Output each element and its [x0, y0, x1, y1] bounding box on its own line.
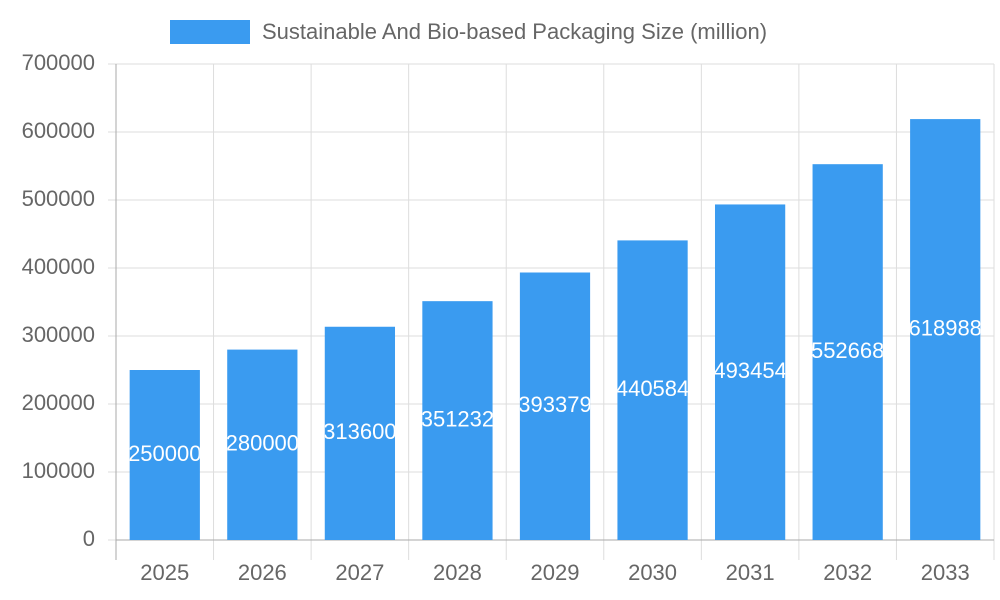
x-tick-label: 2032: [823, 560, 872, 585]
y-tick-label: 500000: [22, 186, 95, 211]
x-tick-label: 2026: [238, 560, 287, 585]
data-label: 618988: [909, 315, 982, 340]
y-tick-label: 0: [83, 526, 95, 551]
x-tick-label: 2029: [531, 560, 580, 585]
data-label: 393379: [518, 392, 591, 417]
data-label: 440584: [616, 376, 689, 401]
data-label: 280000: [226, 431, 299, 456]
bar: [519, 272, 591, 540]
data-label: 250000: [128, 441, 201, 466]
data-label: 351232: [421, 406, 494, 431]
x-tick-label: 2027: [335, 560, 384, 585]
x-tick-label: 2025: [140, 560, 189, 585]
bar: [910, 119, 981, 540]
bar: [617, 240, 688, 540]
bar: [129, 370, 200, 540]
bar: [324, 326, 396, 540]
y-tick-label: 400000: [22, 254, 95, 279]
data-label: 313600: [323, 419, 396, 444]
x-tick-label: 2030: [628, 560, 677, 585]
bar: [227, 349, 298, 540]
x-tick-label: 2033: [921, 560, 970, 585]
legend-swatch: [170, 20, 250, 44]
x-tick-label: 2031: [726, 560, 775, 585]
legend-label: Sustainable And Bio-based Packaging Size…: [262, 19, 767, 44]
y-tick-label: 600000: [22, 118, 95, 143]
y-tick-label: 300000: [22, 322, 95, 347]
x-tick-label: 2028: [433, 560, 482, 585]
bar: [812, 164, 883, 540]
y-tick-label: 200000: [22, 390, 95, 415]
bar: [714, 204, 786, 540]
y-tick-label: 700000: [22, 50, 95, 75]
data-label: 493454: [713, 358, 786, 383]
bar: [422, 301, 493, 540]
y-tick-label: 100000: [22, 458, 95, 483]
data-label: 552668: [811, 338, 884, 363]
